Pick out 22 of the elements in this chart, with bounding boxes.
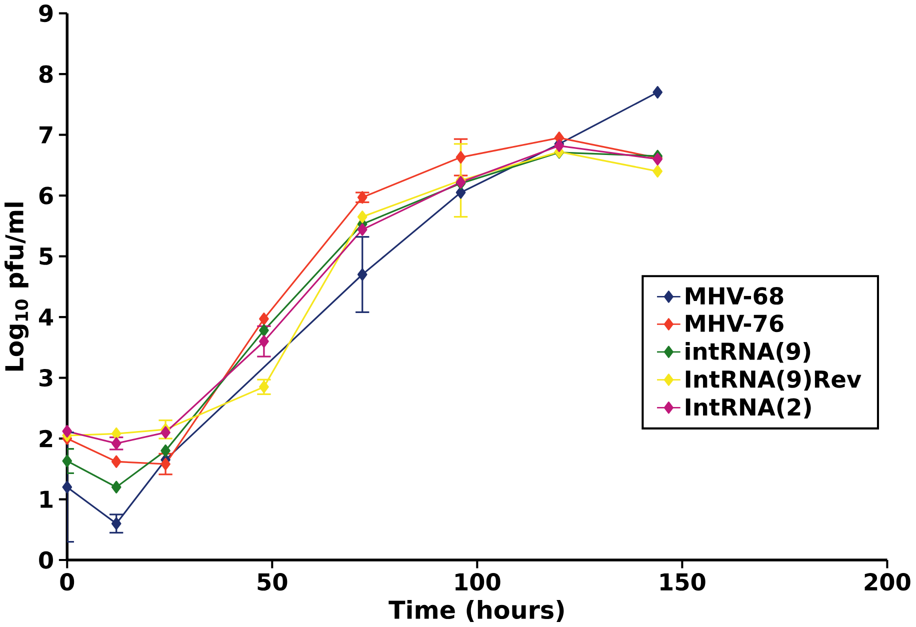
legend-label: MHV-76 [686,314,784,332]
legend-label: MHV-68 [686,287,784,305]
legend-label: intRNA(9) [686,342,810,363]
y-tick-label: 7 [40,126,52,144]
y-tick-label: 8 [39,66,53,84]
y-axis-title: Log$_{10}$ pfu/ml [4,202,29,371]
legend-label: IntRNA(9)Rev [686,370,862,391]
y-tick-label: 4 [38,308,54,326]
x-tick-label: 150 [660,573,706,591]
x-tick-label: 0 [60,573,74,591]
y-tick-label: 3 [40,369,52,387]
y-tick-label: 2 [40,430,52,448]
x-axis-title: Time (hours) [388,600,564,622]
y-tick-label: 9 [39,4,53,22]
y-tick-label: 1 [40,491,53,508]
y-tick-label: 6 [39,187,53,205]
legend-label: IntRNA(2) [686,398,811,419]
x-tick-label: 200 [864,573,910,591]
y-tick-label: 5 [40,248,52,266]
x-tick-label: 100 [456,573,500,591]
x-tick-label: 50 [258,573,288,591]
y-tick-label: 0 [39,551,53,570]
